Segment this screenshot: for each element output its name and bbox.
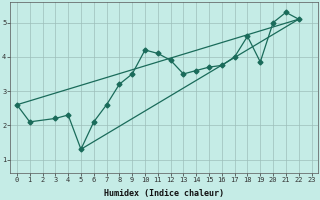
X-axis label: Humidex (Indice chaleur): Humidex (Indice chaleur) xyxy=(104,189,224,198)
